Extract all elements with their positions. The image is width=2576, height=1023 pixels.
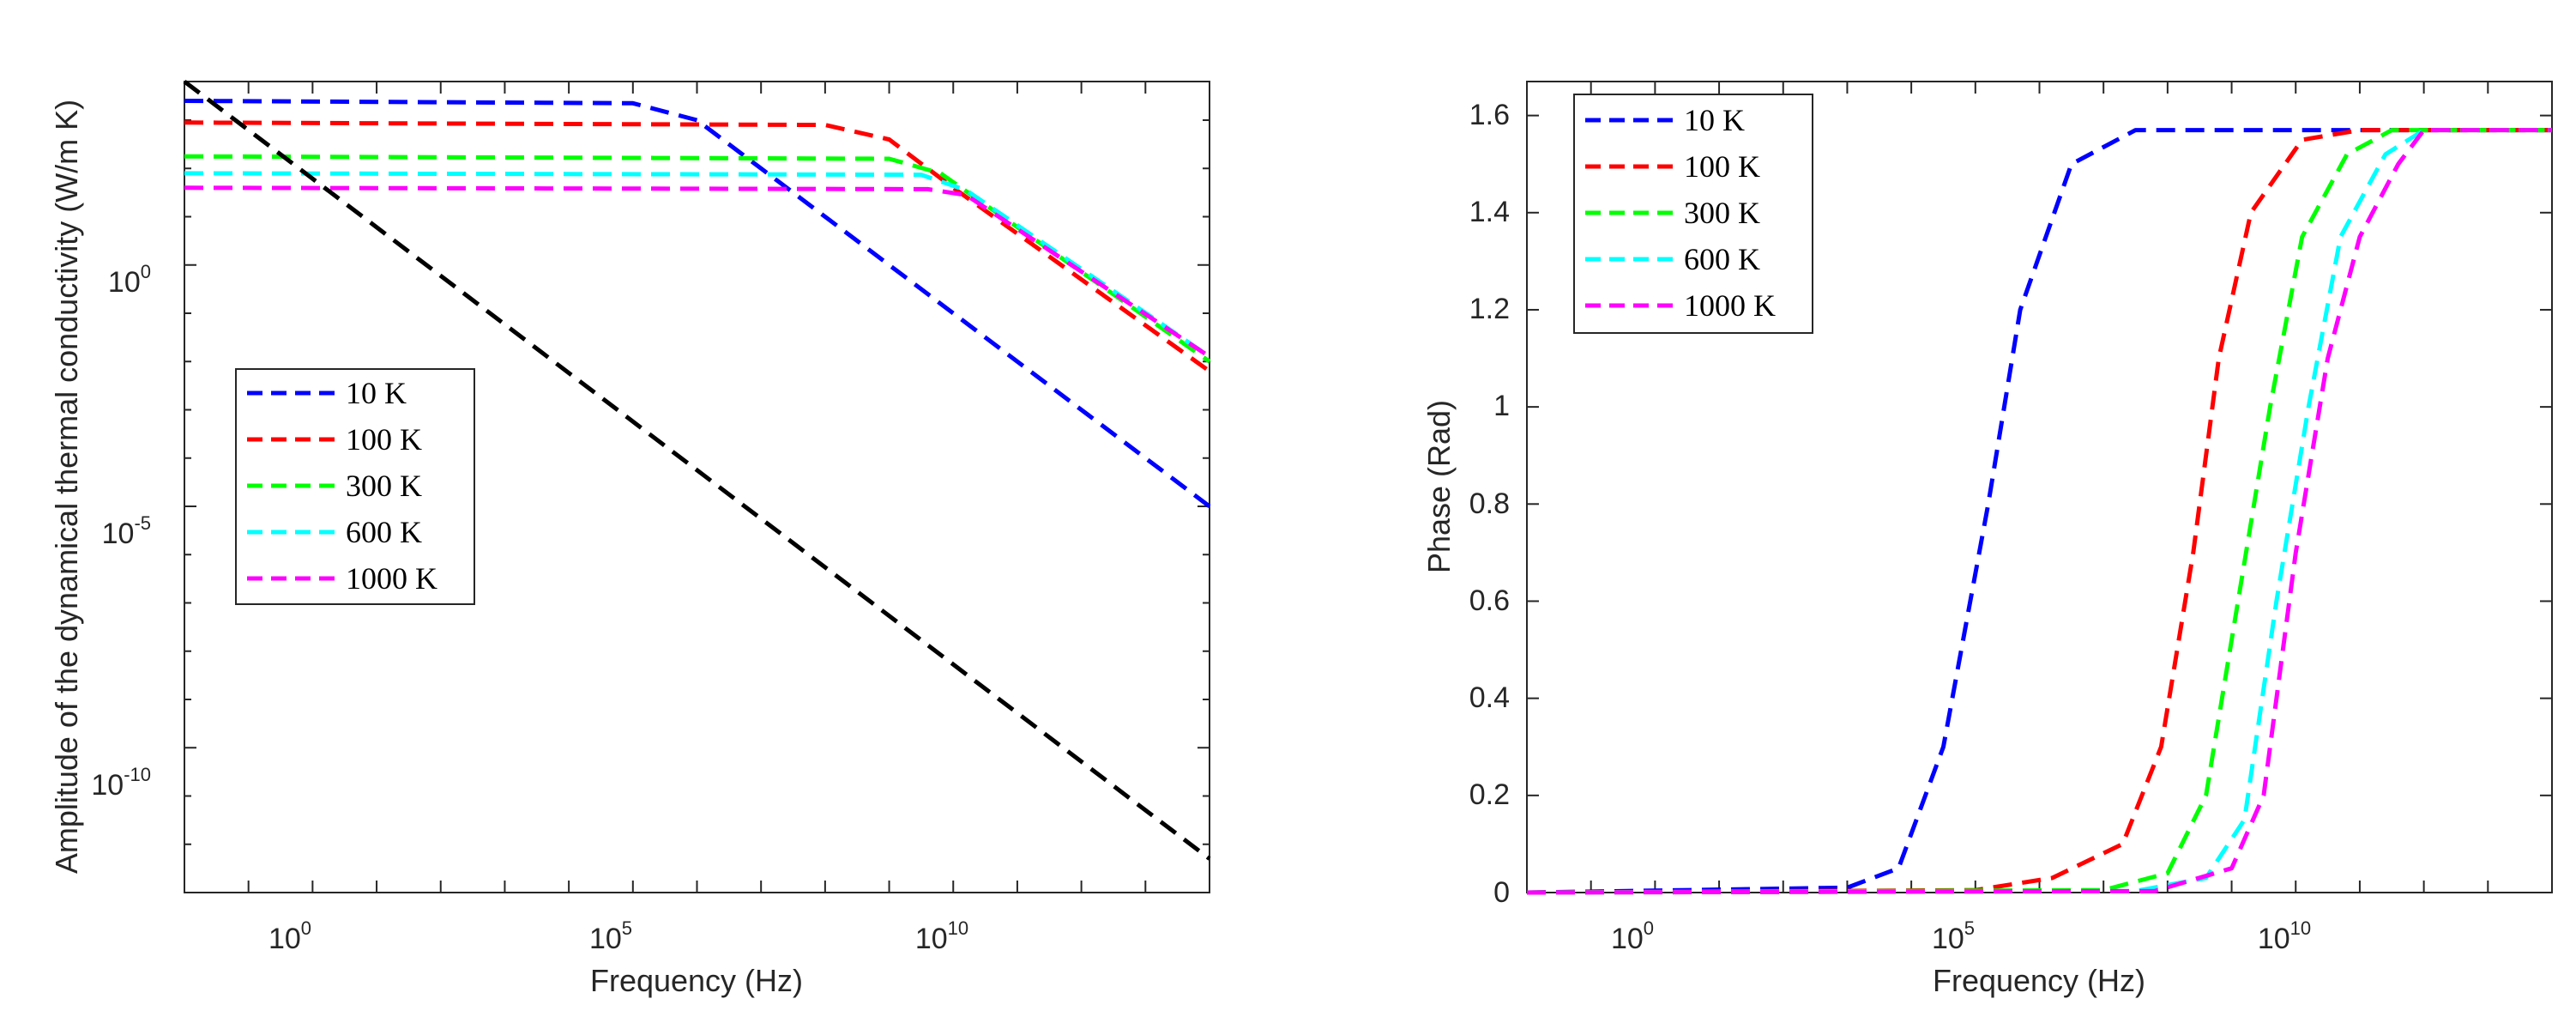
phase-legend: 10 K 100 K 300 K 600 K 1000 K [1573,94,1813,334]
amplitude-y-axis-title: Amplitude of the dynamical thermal condu… [49,100,84,874]
amplitude-xtick-label-2: 105 [589,917,632,955]
phase-legend-label-300k: 300 K [1684,196,1760,230]
amplitude-ytick-label-1: 100 [108,261,151,299]
phase-xtick-label-1: 100 [1611,917,1654,955]
amplitude-ytick-label-3: 10-10 [91,764,151,802]
phase-line-100k [1526,128,2552,895]
amplitude-line-100k [184,120,1211,373]
amplitude-line-600k [184,171,1211,359]
phase-legend-label-100k: 100 K [1684,149,1760,184]
phase-chart: 100 105 1010 0 0.2 0.4 0.6 0.8 1 1.2 1.4… [1421,81,2553,998]
phase-ytick-label-6: 1 [1493,390,1510,422]
amplitude-line-10k [184,99,1211,508]
phase-legend-label-10k: 10 K [1684,103,1745,137]
phase-line-10k [1526,128,2552,895]
amplitude-xtick-label-1: 100 [268,917,311,955]
phase-ytick-label-7: 1.2 [1469,293,1510,325]
phase-y-axis-title: Phase (Rad) [1421,400,1457,573]
amplitude-legend: 10 K 100 K 300 K 600 K 1000 K [235,368,475,605]
phase-line-300k [1526,128,2552,895]
amplitude-chart: 100 105 1010 100 10-5 10-10 Frequency (H… [49,80,1211,998]
amplitude-legend-label-600k: 600 K [346,515,422,549]
amplitude-line-reference [183,80,1211,861]
amplitude-ytick-label-2: 10-5 [102,512,151,550]
amplitude-legend-label-1000k: 1000 K [346,561,437,596]
phase-xtick-label-2: 105 [1932,917,1975,955]
amplitude-legend-label-100k: 100 K [346,422,422,457]
amplitude-series-lines [183,80,1211,861]
amplitude-legend-label-300k: 300 K [346,469,422,503]
phase-ytick-label-2: 0.2 [1469,778,1510,811]
phase-series-lines [1526,128,2552,895]
phase-legend-label-1000k: 1000 K [1684,288,1776,323]
phase-legend-label-600k: 600 K [1684,242,1760,276]
phase-ytick-label-8: 1.4 [1469,196,1510,228]
amplitude-line-1000k [184,185,1211,359]
amplitude-x-axis-title: Frequency (Hz) [590,963,803,998]
phase-ytick-label-5: 0.8 [1469,487,1510,520]
phase-ytick-label-1: 0 [1493,876,1510,909]
amplitude-legend-label-10k: 10 K [346,376,407,410]
phase-ytick-label-9: 1.6 [1469,99,1510,131]
phase-line-1000k [1526,128,2552,895]
phase-ytick-label-3: 0.4 [1469,681,1510,714]
phase-xtick-label-3: 1010 [2258,917,2311,955]
phase-ytick-label-4: 0.6 [1469,584,1510,617]
phase-tick-marks [1526,82,2553,893]
amplitude-xtick-label-3: 1010 [915,917,968,955]
phase-x-axis-title: Frequency (Hz) [1933,963,2145,998]
amplitude-tick-marks [184,82,1210,893]
